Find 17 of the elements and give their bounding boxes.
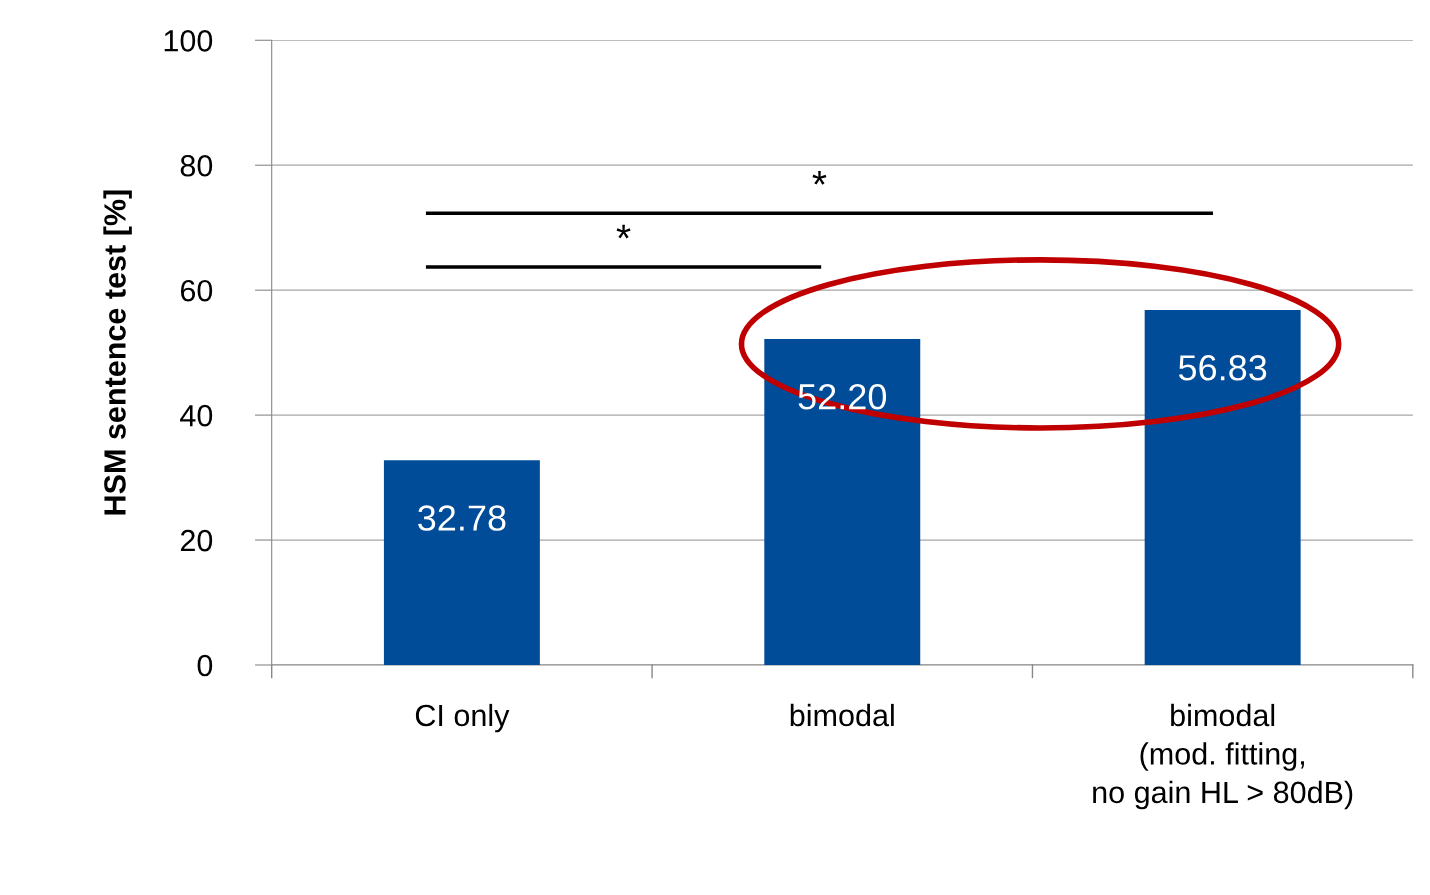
y-tick-label: 100 — [164, 30, 213, 52]
data-label: 32.78 — [418, 505, 506, 531]
y-tick-label: 60 — [180, 279, 213, 302]
y-tick-label: 80 — [180, 154, 213, 177]
bar — [383, 460, 540, 665]
data-label: 56.83 — [1178, 355, 1267, 381]
y-axis-title: HSM sentence test [%] — [103, 190, 132, 515]
bar — [764, 338, 921, 665]
x-tick-label: bimodal — [790, 703, 894, 727]
y-tick-label: 40 — [180, 404, 213, 427]
bar — [1144, 309, 1301, 665]
x-tick-label: CI only — [415, 703, 510, 733]
y-tick-label: 20 — [180, 529, 213, 552]
annotation: * — [616, 224, 631, 239]
annotation: * — [812, 171, 827, 185]
x-tick-label: bimodal (mod. fitting, no gain HL > 80dB) — [1093, 703, 1353, 810]
y-tick-label: 0 — [197, 654, 213, 677]
